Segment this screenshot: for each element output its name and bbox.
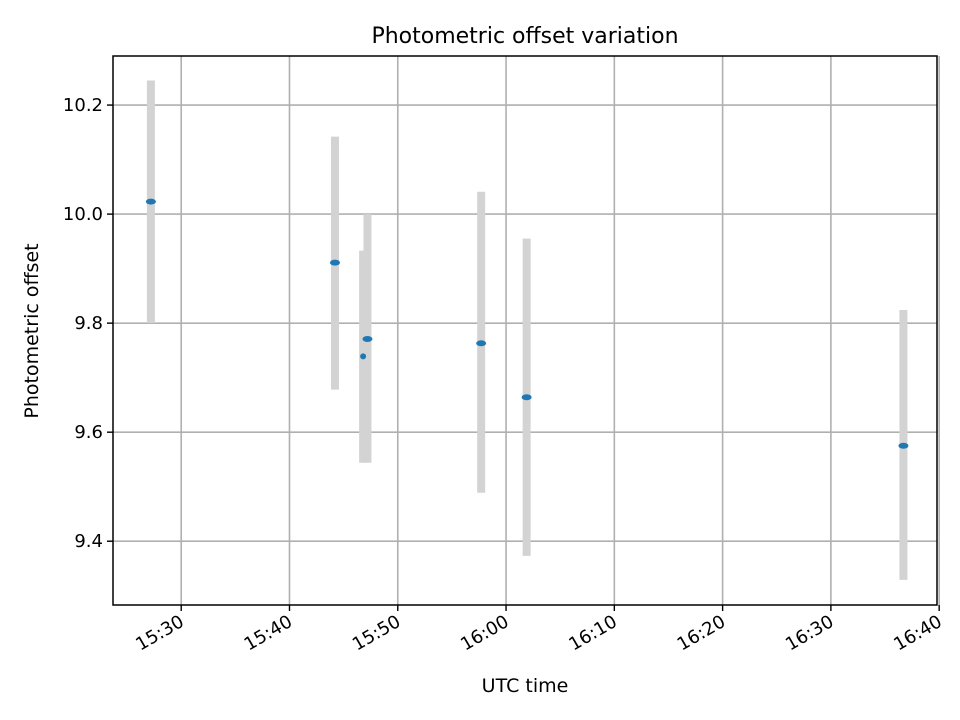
data-point bbox=[145, 198, 156, 205]
y-axis-label: Photometric offset bbox=[21, 243, 43, 418]
y-tick-label: 10.0 bbox=[63, 204, 103, 225]
data-point bbox=[329, 259, 340, 266]
y-tick-label: 9.8 bbox=[74, 313, 103, 334]
data-points bbox=[145, 198, 909, 449]
data-point bbox=[898, 442, 909, 449]
chart-title: Photometric offset variation bbox=[371, 24, 678, 49]
plot-frame bbox=[112, 55, 938, 606]
data-point bbox=[362, 335, 373, 342]
x-axis-label: UTC time bbox=[482, 675, 569, 697]
data-point bbox=[521, 394, 532, 401]
y-tick-label: 9.6 bbox=[74, 422, 103, 443]
data-point bbox=[476, 340, 487, 347]
y-tick-label: 9.4 bbox=[74, 531, 103, 552]
y-axis: 9.4 9.6 9.8 10.0 10.2 bbox=[63, 95, 113, 552]
data-point bbox=[360, 353, 367, 360]
y-tick-label: 10.2 bbox=[63, 95, 103, 116]
